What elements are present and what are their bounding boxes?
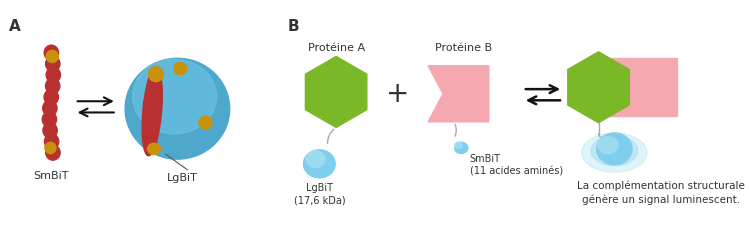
Ellipse shape bbox=[43, 101, 57, 116]
Polygon shape bbox=[305, 56, 367, 127]
Ellipse shape bbox=[598, 137, 618, 154]
Ellipse shape bbox=[46, 56, 60, 71]
Ellipse shape bbox=[45, 142, 56, 154]
Ellipse shape bbox=[43, 123, 57, 138]
Polygon shape bbox=[568, 52, 629, 123]
Text: SmBiT
(11 acides aminés): SmBiT (11 acides aminés) bbox=[470, 154, 562, 177]
Ellipse shape bbox=[597, 133, 632, 165]
Ellipse shape bbox=[174, 63, 187, 75]
Ellipse shape bbox=[44, 45, 58, 60]
Ellipse shape bbox=[44, 134, 58, 149]
Text: SmBiT: SmBiT bbox=[34, 171, 69, 181]
Ellipse shape bbox=[46, 50, 58, 63]
Text: A: A bbox=[9, 19, 21, 34]
Ellipse shape bbox=[125, 58, 230, 159]
Ellipse shape bbox=[591, 136, 638, 166]
Ellipse shape bbox=[46, 79, 60, 94]
Text: +: + bbox=[386, 80, 410, 108]
Ellipse shape bbox=[142, 67, 162, 156]
Ellipse shape bbox=[199, 116, 212, 129]
Ellipse shape bbox=[42, 112, 56, 127]
Text: Protéine A: Protéine A bbox=[308, 43, 364, 53]
Ellipse shape bbox=[148, 67, 164, 82]
Ellipse shape bbox=[44, 89, 58, 105]
Ellipse shape bbox=[306, 151, 325, 168]
Ellipse shape bbox=[454, 142, 462, 149]
Text: LgBiT
(17,6 kDa): LgBiT (17,6 kDa) bbox=[293, 183, 345, 206]
Text: B: B bbox=[287, 19, 299, 34]
Text: LgBiT: LgBiT bbox=[166, 173, 197, 183]
Text: La complémentation structurale
génère un signal luminescent.: La complémentation structurale génère un… bbox=[577, 181, 745, 205]
FancyBboxPatch shape bbox=[602, 58, 677, 116]
Ellipse shape bbox=[582, 133, 647, 172]
Ellipse shape bbox=[304, 150, 335, 178]
Ellipse shape bbox=[46, 67, 61, 82]
Ellipse shape bbox=[454, 142, 468, 154]
Polygon shape bbox=[428, 66, 489, 122]
Ellipse shape bbox=[148, 143, 160, 154]
Text: Protéine B: Protéine B bbox=[434, 43, 492, 53]
Ellipse shape bbox=[46, 145, 60, 160]
Ellipse shape bbox=[133, 59, 217, 134]
